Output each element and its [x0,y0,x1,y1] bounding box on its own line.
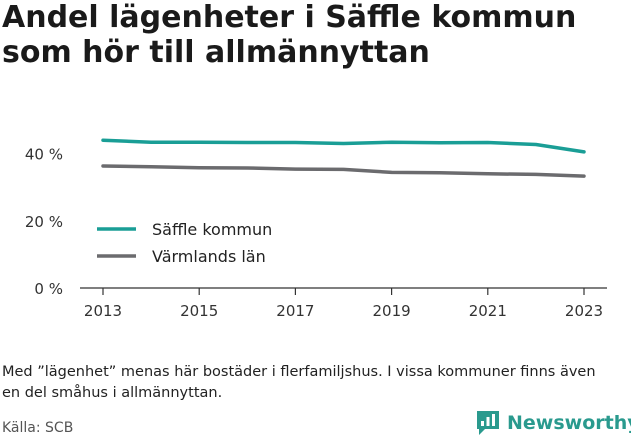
brand-name: Newsworthy [507,412,631,434]
newsworthy-logo-icon [477,411,499,435]
x-tick-label: 2019 [373,302,411,320]
y-tick-label: 20 % [25,213,63,231]
legend-label-2: Värmlands län [152,247,266,266]
x-tick-label: 2015 [180,302,218,320]
x-tick-label: 2017 [276,302,314,320]
x-tick-label: 2013 [84,302,122,320]
line-chart: 0 % 20 % 40 % 2013 2015 2017 2019 2021 2023 Säffl… [25,138,607,320]
series-line-1 [101,138,586,154]
x-tick-label: 2021 [469,302,507,320]
series-line-2 [101,164,586,178]
x-tick-label: 2023 [565,302,603,320]
brand-logo: Newsworthy [475,408,631,438]
footnote: Med ”lägenhet” menas här bostäder i fler… [2,364,596,401]
y-tick-label: 40 % [25,146,63,164]
source-label: Källa: SCB [2,420,74,436]
legend-label-1: Säffle kommun [152,220,272,239]
chart-title: Andel lägenheter i Säffle kommun som hör… [2,0,577,70]
y-tick-label: 0 % [34,280,63,298]
